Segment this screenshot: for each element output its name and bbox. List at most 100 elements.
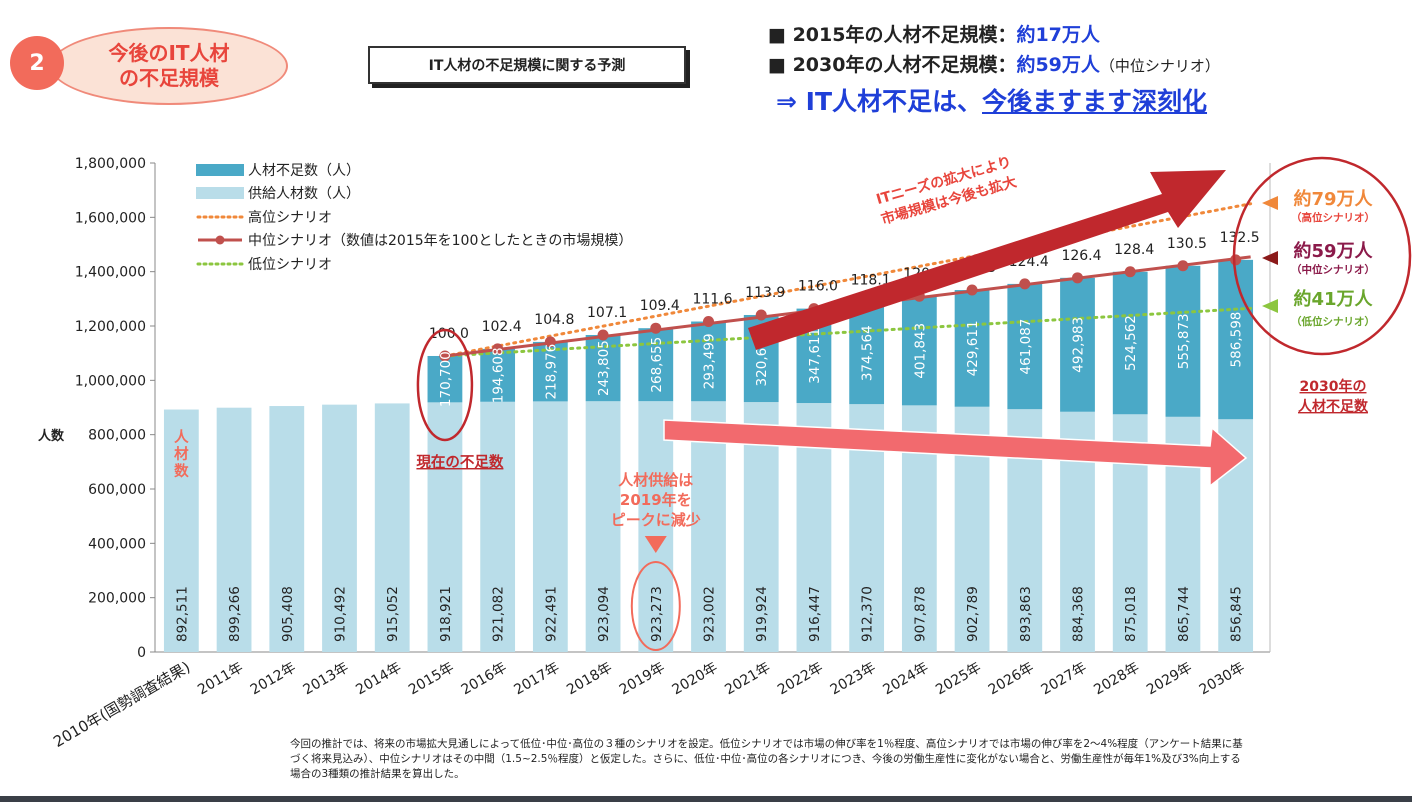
x-tick-label: 2026年 (986, 660, 1037, 699)
y-tick-label: 1,400,000 (75, 265, 146, 281)
growth-arrow (748, 170, 1226, 350)
supply-bar (427, 402, 463, 652)
section-title-line1: 今後のIT人材 (108, 41, 230, 65)
low-scenario-line (443, 306, 1253, 358)
market-index-label: 109.4 (640, 298, 680, 314)
supply-value-label: 884,368 (1071, 586, 1087, 642)
x-tick-label: 2010年(国勢調査結果) (50, 658, 193, 751)
x-tick-label: 2014年 (353, 660, 404, 699)
low-2030-note: （低位シナリオ） (1291, 315, 1375, 328)
headline-2030-note: （中位シナリオ） (1099, 57, 1220, 75)
market-index-label: 102.4 (482, 319, 522, 335)
shortage-bar (1112, 271, 1148, 415)
shortage-value-label: 218,976 (543, 344, 559, 400)
supply-vertical-label: 人 (174, 429, 189, 446)
supply-value-label: 923,002 (702, 586, 718, 642)
legend-item-low: 低位シナリオ (196, 252, 632, 276)
x-tick-label: 2012年 (248, 660, 299, 699)
headline-block: ■ 2015年の人材不足規模：約17万人 ■ 2030年の人材不足規模：約59万… (768, 20, 1220, 81)
market-index-label: 118.1 (851, 272, 891, 288)
market-index-label: 116.0 (798, 279, 838, 295)
x-tick-label: 2021年 (722, 660, 773, 699)
y-tick-label: 1,800,000 (75, 156, 146, 172)
shortage-bar (532, 341, 568, 402)
low-pointer (1262, 299, 1278, 313)
chart-legend: 人材不足数（人） 供給人材数（人） 高位シナリオ 中位シナリオ（数値は2015年… (196, 158, 632, 276)
current-shortage-label: 現在の不足数 (416, 453, 503, 471)
legend-swatch-mid (196, 234, 244, 246)
x-tick-label: 2023年 (828, 660, 879, 699)
headline-line-2030: ■ 2030年の人材不足規模：約59万人（中位シナリオ） (768, 50, 1220, 81)
mid-scenario-point (703, 316, 714, 328)
mid-scenario-point (1177, 260, 1189, 272)
high-2030-note: （高位シナリオ） (1291, 211, 1375, 224)
shortage-value-label: 194,608 (491, 347, 507, 403)
shortage-bar (901, 296, 937, 406)
y-tick-label: 0 (137, 645, 146, 661)
supply-value-label: 923,273 (649, 586, 665, 642)
supply-decline-arrow (663, 419, 1248, 488)
supply-value-label: 892,511 (174, 586, 190, 642)
supply-value-label: 912,370 (860, 586, 876, 642)
shortage-value-label: 347,611 (807, 328, 823, 384)
mid-2030-value: 約59万人 (1293, 240, 1373, 262)
supply-value-label: 902,789 (965, 586, 981, 642)
shortage-value-label: 586,598 (1229, 312, 1245, 368)
shortage-value-label: 374,564 (860, 325, 876, 381)
shortage-value-label: 268,655 (649, 337, 665, 393)
x-tick-label: 2016年 (459, 660, 510, 699)
legend-label-low: 低位シナリオ (248, 256, 332, 273)
section-title-line2: の不足規模 (119, 66, 219, 90)
peak-annotation-line: 人材供給は (618, 471, 693, 489)
legend-label-mid: 中位シナリオ（数値は2015年を100としたときの市場規模） (248, 233, 633, 250)
current-shortage-highlight (416, 328, 474, 442)
shortage-2030-label-line2: 人材不足数 (1298, 398, 1369, 415)
shortage-value-label: 243,805 (596, 340, 612, 396)
supply-bar (322, 404, 357, 652)
mid-scenario-point (439, 350, 451, 362)
market-index-label: 113.9 (745, 285, 785, 301)
legend-label-high: 高位シナリオ (248, 209, 332, 226)
shortage-bar (427, 355, 463, 403)
market-index-label: 104.8 (534, 312, 574, 328)
headline-conclusion-prefix: ⇒ IT人材不足は、 (776, 87, 983, 116)
shortage-bar (638, 328, 674, 402)
supply-value-label: 915,052 (385, 586, 401, 642)
legend-item-high: 高位シナリオ (196, 205, 632, 229)
y-tick-label: 800,000 (88, 428, 146, 444)
peak-pointer (644, 536, 667, 553)
supply-bar (638, 401, 674, 652)
supply-value-label: 856,845 (1229, 586, 1245, 642)
high-2030-value: 約79万人 (1293, 188, 1373, 210)
shortage-bar (1218, 259, 1254, 420)
legend-swatch-high (196, 211, 244, 223)
legend-item-mid: 中位シナリオ（数値は2015年を100としたときの市場規模） (196, 229, 632, 253)
high-pointer (1262, 196, 1278, 210)
shortage-bar (954, 290, 990, 407)
section-title-oval: 今後のIT人材 の不足規模 (50, 27, 288, 105)
shortage-value-label: 492,983 (1071, 317, 1087, 373)
legend-swatch-low (196, 258, 244, 270)
headline-2015-value: 約17万人 (1016, 24, 1100, 46)
supply-bar (374, 403, 410, 652)
x-tick-label: 2027年 (1039, 660, 1090, 699)
x-tick-label: 2020年 (670, 660, 721, 699)
section-number-badge: 2 (10, 36, 64, 90)
market-index-label: 126.4 (1061, 248, 1101, 264)
low-2030-value: 約41万人 (1293, 288, 1373, 310)
x-tick-label: 2015年 (406, 660, 457, 699)
mid-scenario-point (544, 336, 556, 348)
mid-scenario-point (966, 284, 978, 296)
mid-scenario-point (1072, 272, 1083, 284)
shortage-bar (1060, 277, 1095, 412)
x-tick-label: 2030年 (1197, 660, 1248, 699)
supply-value-label: 893,863 (1018, 586, 1034, 642)
legend-item-shortage: 人材不足数（人） (196, 158, 632, 182)
y-tick-label: 1,600,000 (75, 210, 146, 226)
supply-value-label: 918,921 (438, 586, 454, 642)
legend-swatch-supply (196, 187, 244, 200)
headline-conclusion-underlined: 今後ますます深刻化 (982, 87, 1208, 116)
supply-bar (216, 407, 252, 652)
supply-value-label: 919,924 (754, 586, 770, 642)
supply-value-label: 899,266 (227, 586, 243, 642)
